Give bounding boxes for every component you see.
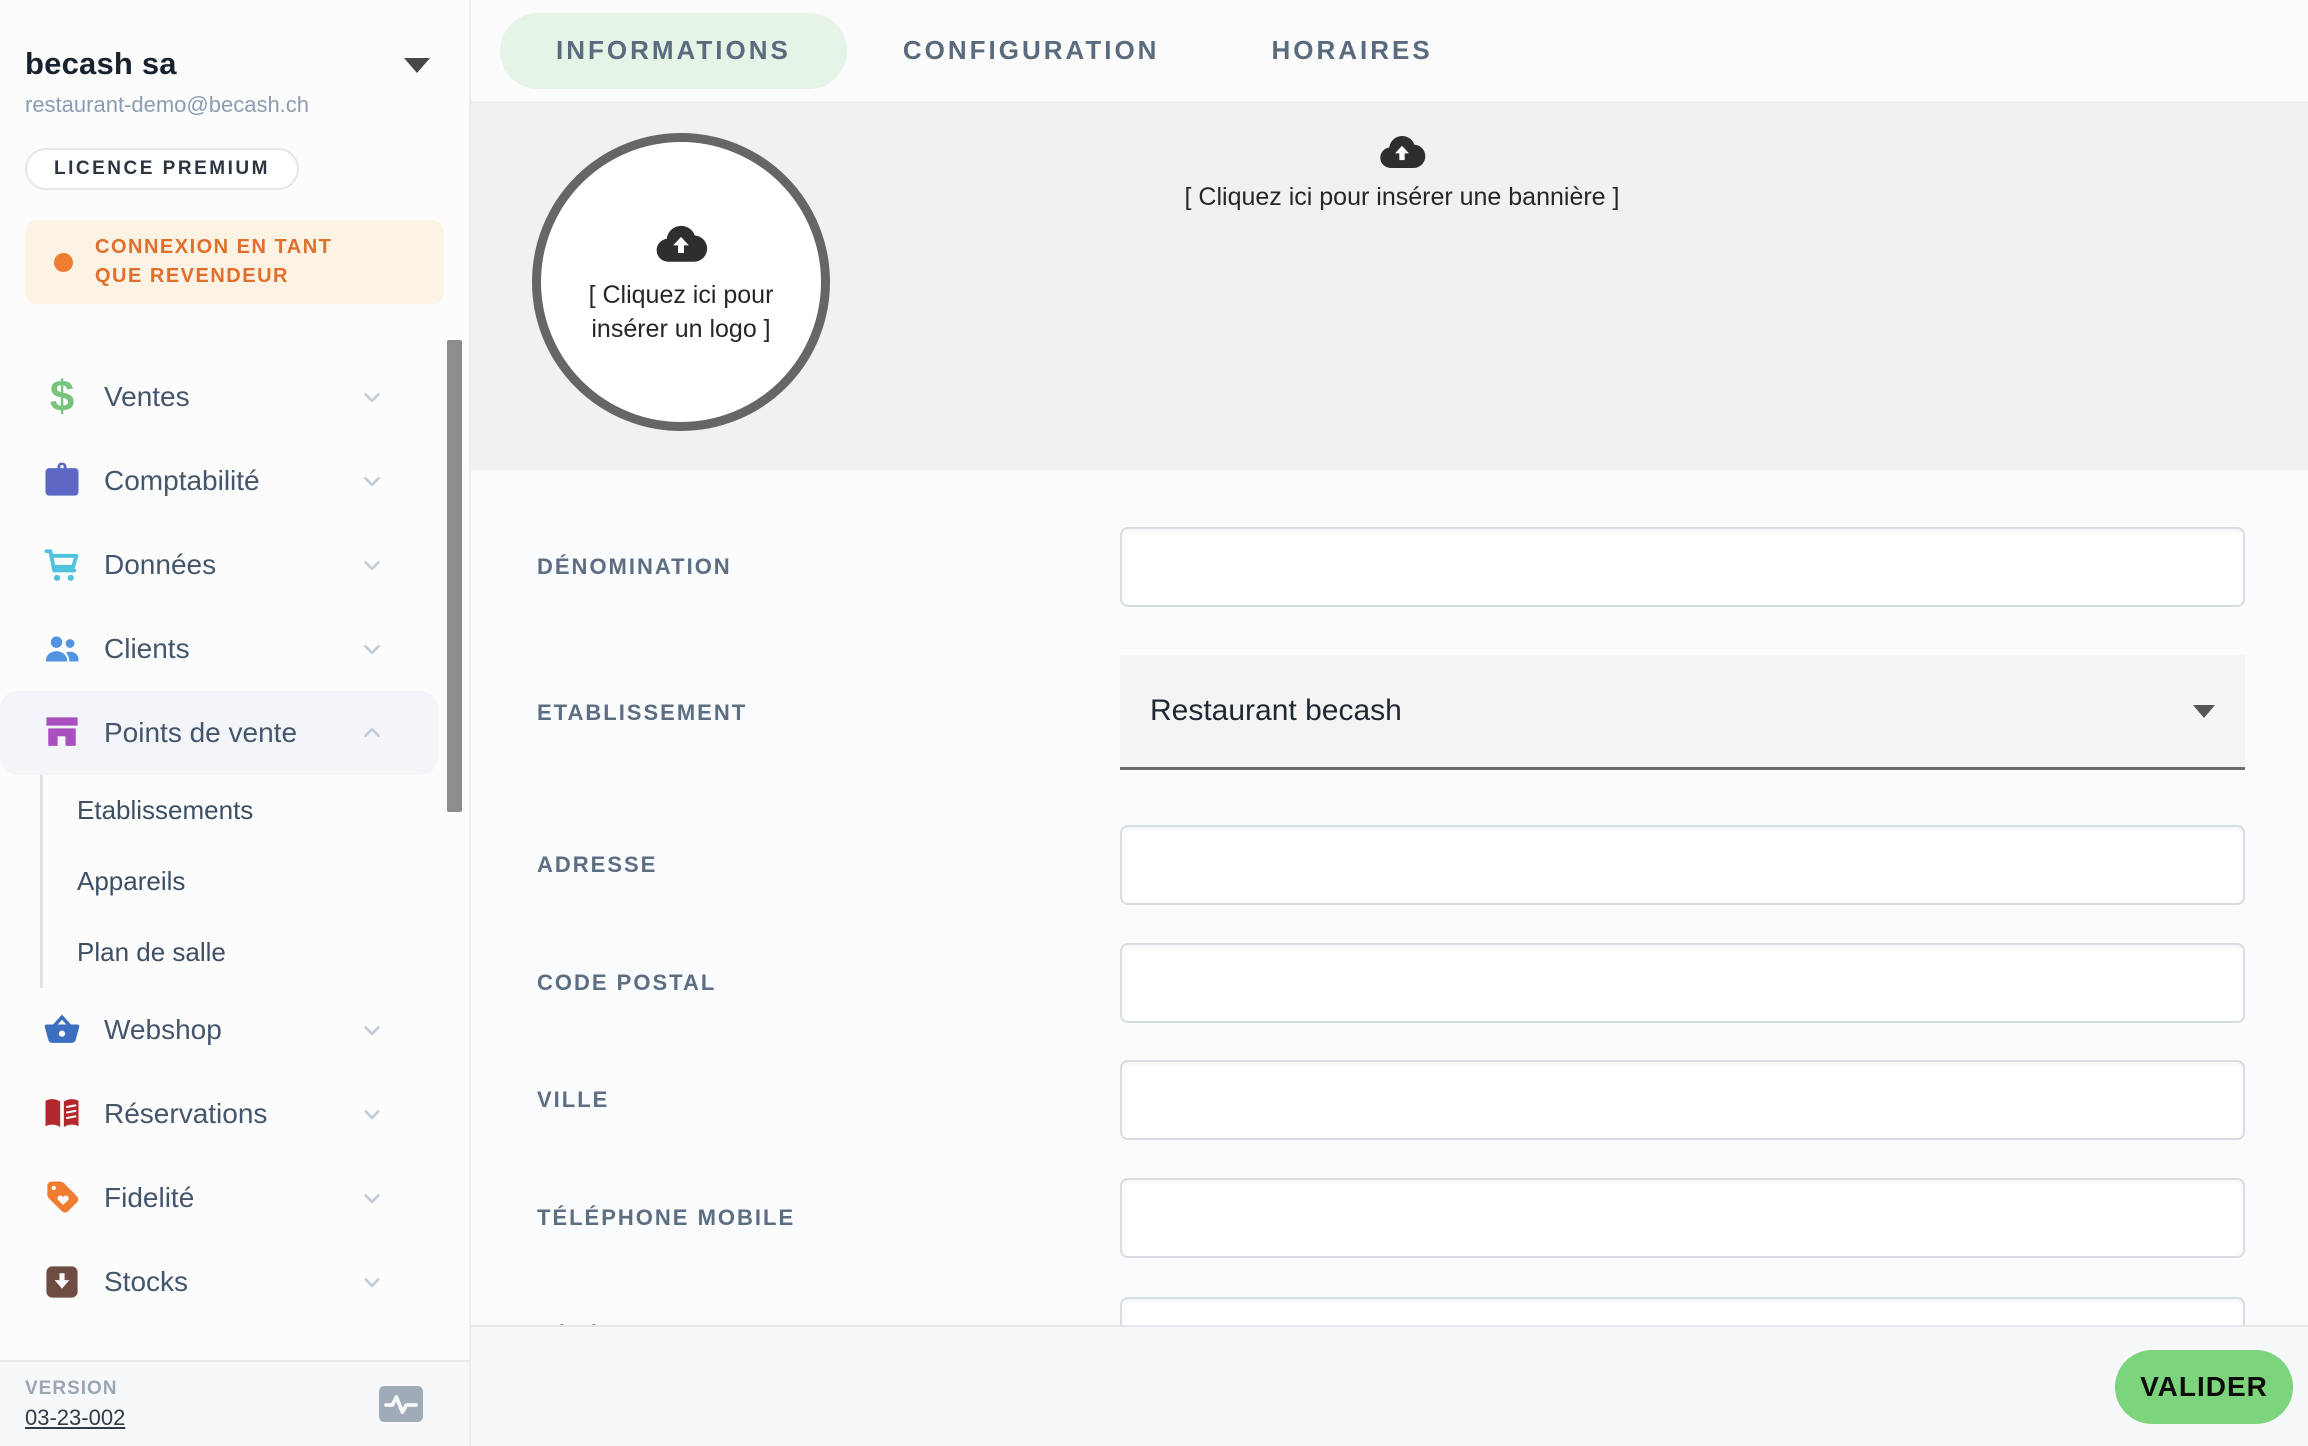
form-row-telephone: TÉLÉPHONE — [537, 1297, 2245, 1325]
dropdown-caret-icon — [2193, 704, 2215, 718]
informations-form: DÉNOMINATION ETABLISSEMENT Restaurant be… — [471, 470, 2308, 1325]
telephone-label: TÉLÉPHONE — [537, 1324, 1120, 1325]
company-email: restaurant-demo@becash.ch — [25, 92, 310, 117]
banner-upload[interactable]: [ Cliquez ici pour insérer une bannière … — [1177, 129, 1627, 212]
sidebar-item-points-de-vente[interactable]: Points de vente — [0, 691, 438, 775]
chevron-up-icon — [359, 720, 385, 746]
status-dot-icon — [54, 252, 73, 272]
sidebar-item-label: Stocks — [104, 1266, 189, 1297]
code-postal-input[interactable] — [1120, 943, 2245, 1023]
reseller-notice-text: CONNEXION EN TANT QUE REVENDEUR — [95, 236, 333, 287]
sidebar-item-label: Ventes — [104, 381, 190, 412]
telephone-mobile-input[interactable] — [1120, 1178, 2245, 1258]
sidebar-subitem-etablissements[interactable]: Etablissements — [77, 795, 254, 825]
logo-upload-hint: [ Cliquez ici pour insérer un logo ] — [588, 280, 774, 343]
sidebar-item-label: Points de vente — [104, 717, 298, 748]
company-switcher[interactable]: becash sa — [25, 46, 444, 82]
chevron-down-icon — [359, 1101, 385, 1127]
chevron-down-icon — [359, 636, 385, 662]
tab-configuration[interactable]: CONFIGURATION — [902, 35, 1160, 65]
sidebar-item-fidelite[interactable]: Fidelité — [0, 1156, 469, 1240]
users-icon — [38, 625, 86, 673]
etablissement-selected-value: Restaurant becash — [1150, 694, 1402, 727]
sidebar-item-ventes[interactable]: $ Ventes — [0, 355, 469, 439]
sidebar-item-clients[interactable]: Clients — [0, 607, 469, 691]
briefcase-icon — [38, 457, 86, 505]
sidebar-item-donnees[interactable]: Données — [0, 523, 469, 607]
storefront-icon — [38, 709, 86, 757]
adresse-input[interactable] — [1120, 825, 2245, 905]
version-info: VERSION 03-23-002 — [25, 1378, 125, 1431]
tag-heart-icon — [38, 1174, 86, 1222]
sidebar-subitem-appareils[interactable]: Appareils — [77, 866, 186, 896]
chevron-down-icon — [359, 1269, 385, 1295]
sidebar-menu: $ Ventes Comptabilité — [0, 355, 469, 1324]
sidebar-item-webshop[interactable]: Webshop — [0, 988, 469, 1072]
sidebar-item-label: Clients — [104, 633, 190, 664]
etablissement-label: ETABLISSEMENT — [537, 699, 748, 725]
version-bar: VERSION 03-23-002 — [0, 1360, 469, 1446]
banner-upload-hint: [ Cliquez ici pour insérer une bannière … — [1184, 183, 1620, 211]
sidebar-item-label: Fidelité — [104, 1182, 195, 1213]
company-name: becash sa — [25, 46, 177, 81]
sidebar-item-label: Données — [104, 549, 217, 580]
tab-bar: INFORMATIONS CONFIGURATION HORAIRES — [471, 0, 2308, 103]
dollar-icon: $ — [49, 372, 75, 421]
company-block: becash sa restaurant-demo@becash.ch — [0, 0, 469, 118]
sidebar-item-label: Réservations — [104, 1098, 268, 1129]
form-row-adresse: ADRESSE — [537, 825, 2245, 905]
cart-icon — [38, 541, 86, 589]
sidebar-item-label: Comptabilité — [104, 465, 260, 496]
sidebar-item-label: Webshop — [104, 1014, 222, 1045]
cloud-upload-icon — [1377, 129, 1427, 175]
sidebar-item-reservations[interactable]: Réservations — [0, 1072, 469, 1156]
chevron-down-icon — [359, 384, 385, 410]
form-row-ville: VILLE — [537, 1060, 2245, 1140]
ville-label: VILLE — [537, 1087, 610, 1112]
cloud-upload-icon — [653, 218, 709, 269]
valider-button[interactable]: VALIDER — [2115, 1349, 2293, 1424]
form-row-telephone-mobile: TÉLÉPHONE MOBILE — [537, 1178, 2245, 1258]
basket-icon — [38, 1006, 86, 1054]
license-badge: LICENCE PREMIUM — [25, 148, 299, 190]
main-pane: INFORMATIONS CONFIGURATION HORAIRES [ Cl… — [471, 0, 2308, 1446]
sidebar-subitem-plan-de-salle[interactable]: Plan de salle — [77, 937, 226, 967]
denomination-input[interactable] — [1120, 527, 2245, 607]
code-postal-label: CODE POSTAL — [537, 970, 717, 995]
sidebar-scrollbar[interactable] — [447, 340, 462, 812]
chevron-down-icon — [359, 1017, 385, 1043]
book-icon — [38, 1090, 86, 1138]
sidebar-item-comptabilite[interactable]: Comptabilité — [0, 439, 469, 523]
chevron-down-icon — [359, 552, 385, 578]
form-row-etablissement: ETABLISSEMENT Restaurant becash — [537, 655, 2245, 770]
chevron-down-icon — [404, 58, 430, 73]
logo-upload[interactable]: [ Cliquez ici pour insérer un logo ] — [532, 133, 830, 431]
form-row-denomination: DÉNOMINATION — [537, 527, 2245, 607]
tab-informations[interactable]: INFORMATIONS — [500, 12, 847, 89]
adresse-label: ADRESSE — [537, 852, 658, 877]
points-de-vente-submenu: Etablissements Appareils Plan de salle — [40, 775, 469, 988]
activity-icon — [377, 1384, 425, 1424]
ville-input[interactable] — [1120, 1060, 2245, 1140]
sidebar-item-stocks[interactable]: Stocks — [0, 1240, 469, 1324]
etablissement-select[interactable]: Restaurant becash — [1120, 655, 2245, 770]
sidebar: becash sa restaurant-demo@becash.ch LICE… — [0, 0, 471, 1446]
form-footer: VALIDER — [471, 1325, 2308, 1446]
tab-horaires[interactable]: HORAIRES — [1271, 35, 1433, 65]
form-row-code-postal: CODE POSTAL — [537, 943, 2245, 1023]
denomination-label: DÉNOMINATION — [537, 554, 732, 579]
chevron-down-icon — [359, 468, 385, 494]
box-arrow-icon — [38, 1258, 86, 1306]
version-label: VERSION — [25, 1377, 118, 1399]
upload-zone: [ Cliquez ici pour insérer un logo ] [ C… — [471, 103, 2308, 470]
telephone-input[interactable] — [1120, 1297, 2245, 1325]
telephone-mobile-label: TÉLÉPHONE MOBILE — [537, 1205, 796, 1230]
version-link[interactable]: 03-23-002 — [25, 1404, 126, 1430]
chevron-down-icon — [359, 1185, 385, 1211]
reseller-notice: CONNEXION EN TANT QUE REVENDEUR — [25, 220, 444, 304]
